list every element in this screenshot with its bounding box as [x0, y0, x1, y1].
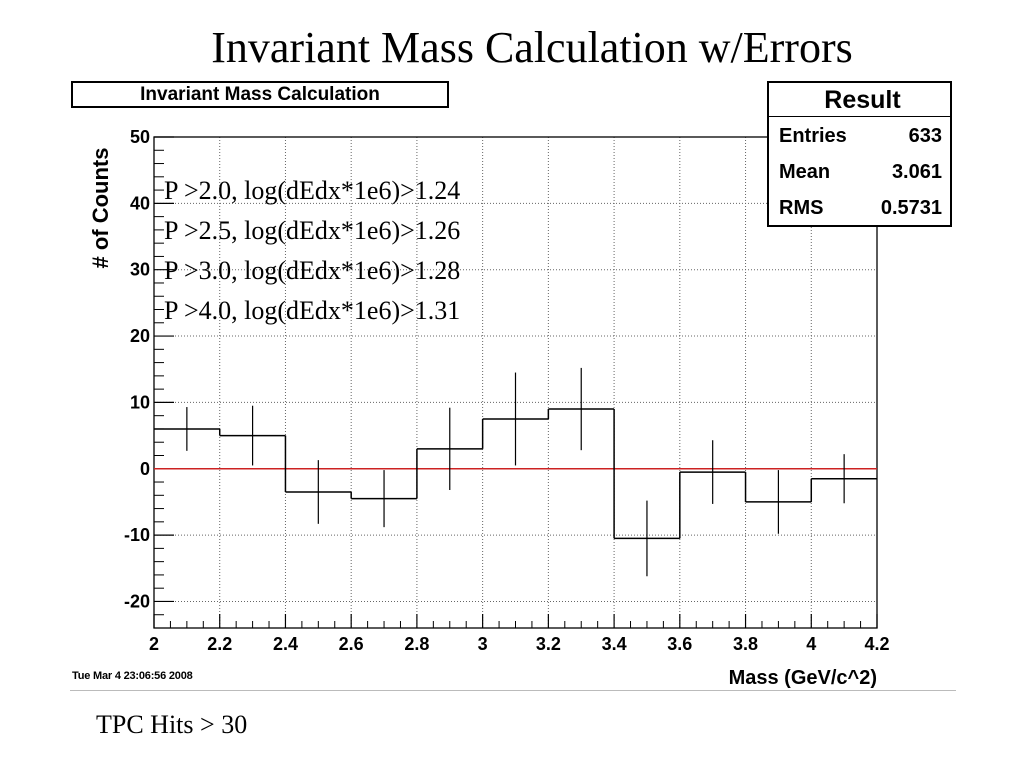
stats-label: Mean	[779, 161, 831, 183]
y-tick-label: 30	[130, 260, 150, 280]
x-tick-label: 3.4	[602, 634, 627, 654]
y-tick-label: 10	[130, 392, 150, 412]
stats-value: 3.061	[891, 161, 942, 183]
y-tick-label: -10	[124, 525, 150, 545]
axes	[153, 136, 878, 629]
cut-legend-line: P >2.5, log(dEdx*1e6)>1.26	[164, 216, 460, 245]
x-tick-label: 2.4	[273, 634, 298, 654]
x-tick-label: 3.2	[536, 634, 561, 654]
x-tick-label: 3.8	[733, 634, 758, 654]
stats-value: 633	[908, 125, 942, 147]
x-axis-label: Mass (GeV/c^2)	[729, 667, 877, 689]
stats-title: Result	[769, 83, 950, 117]
x-tick-label: 4	[806, 634, 816, 654]
stats-row-entries: Entries 633	[769, 117, 950, 153]
divider	[70, 690, 956, 691]
stats-row-rms: RMS 0.5731	[769, 189, 950, 225]
y-tick-label: 50	[130, 127, 150, 147]
x-tick-label: 3.6	[667, 634, 692, 654]
slide-title: Invariant Mass Calculation w/Errors	[211, 23, 853, 72]
y-tick-label: 20	[130, 326, 150, 346]
stats-box: Result Entries 633 Mean 3.061 RMS 0.5731	[767, 81, 952, 227]
stats-value: 0.5731	[880, 197, 942, 219]
slide-footnote: TPC Hits > 30	[96, 710, 248, 739]
plot-timestamp: Tue Mar 4 23:06:56 2008	[72, 670, 193, 682]
stats-row-mean: Mean 3.061	[769, 153, 950, 189]
histogram-title: Invariant Mass Calculation	[71, 81, 449, 108]
stats-label: RMS	[779, 197, 824, 219]
x-tick-label: 3	[478, 634, 488, 654]
error-bars	[186, 367, 845, 577]
cut-legend-line: P >2.0, log(dEdx*1e6)>1.24	[164, 176, 460, 205]
x-tick-label: 2.8	[404, 634, 429, 654]
y-axis-label: # of Counts	[88, 148, 113, 269]
x-tick-label: 2.6	[339, 634, 364, 654]
x-tick-label: 2.2	[207, 634, 232, 654]
y-tick-label: 40	[130, 193, 150, 213]
cut-legend-line: P >4.0, log(dEdx*1e6)>1.31	[164, 296, 460, 325]
cut-legend: P >2.0, log(dEdx*1e6)>1.24 P >2.5, log(dE…	[164, 176, 460, 325]
cut-legend-line: P >3.0, log(dEdx*1e6)>1.28	[164, 256, 460, 285]
x-tick-label: 2	[149, 634, 159, 654]
stats-label: Entries	[779, 125, 847, 147]
y-tick-label: 0	[140, 459, 150, 479]
tick-labels: 2 2.2 2.4 2.6 2.8 3 3.2 3.4 3.6 3.8 4 4.2 -20 -10 0 10 2…	[124, 127, 890, 654]
x-tick-label: 4.2	[864, 634, 889, 654]
y-tick-label: -20	[124, 591, 150, 611]
